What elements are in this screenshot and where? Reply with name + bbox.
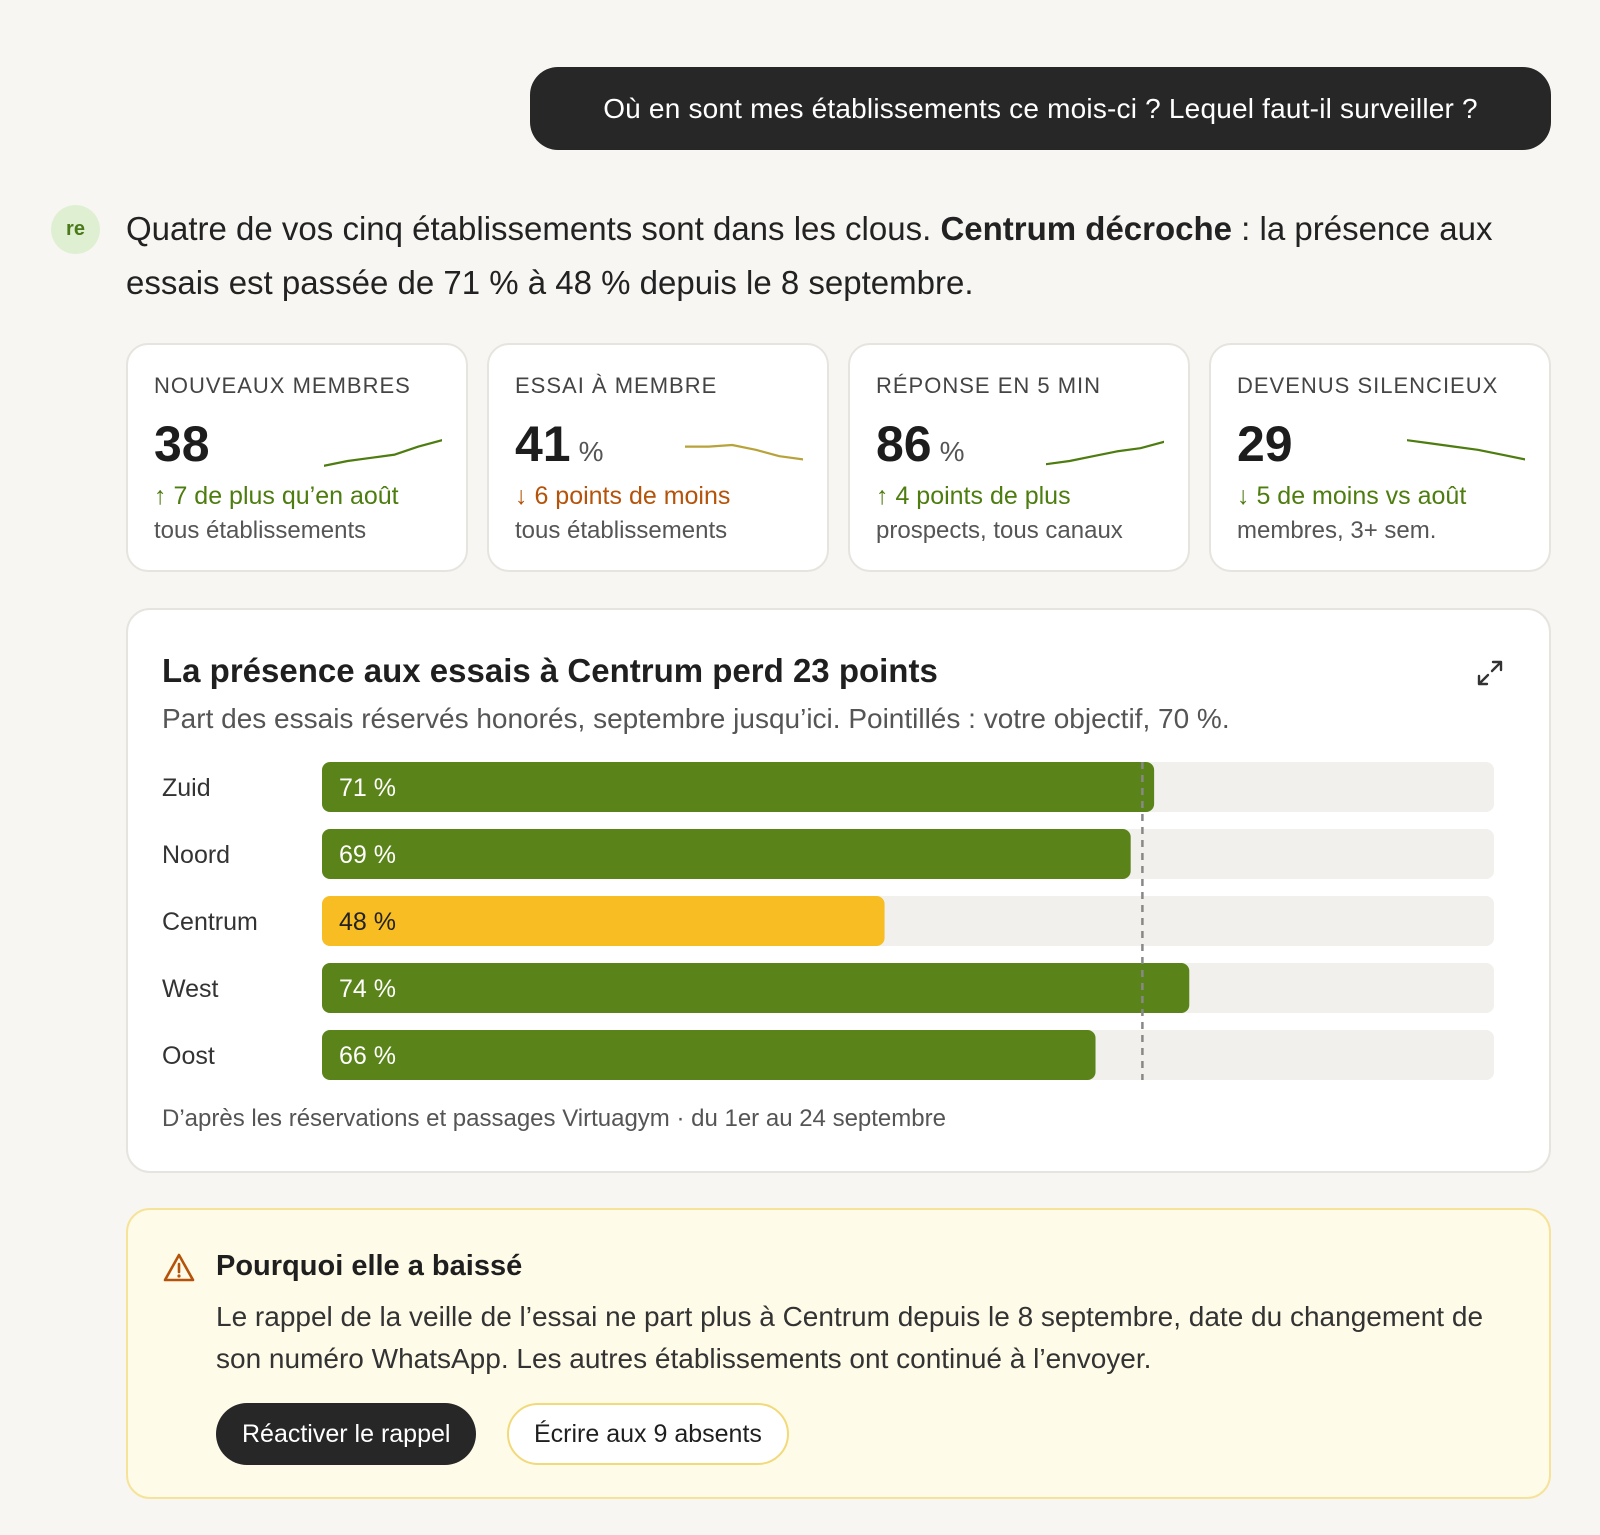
bar [322, 1030, 1096, 1080]
kpi-sub: tous établissements [515, 517, 728, 544]
kpi-label: RÉPONSE EN 5 MIN [876, 373, 1102, 398]
kpi-value: 29 [1237, 415, 1293, 473]
bar-category-label: West [162, 975, 219, 1003]
sparkline-path [685, 443, 803, 461]
assistant-avatar: re [51, 205, 100, 254]
kpi-delta: ↑ 4 points de plus [876, 482, 1071, 510]
kpi-value: 41% [515, 415, 604, 473]
expand-icon[interactable] [1475, 658, 1505, 688]
kpi-card-gone-silent: DEVENUS SILENCIEUX 29 ↓ 5 de moins vs ao… [1209, 343, 1551, 572]
sparkline [1407, 439, 1525, 461]
kpi-unit: % [939, 436, 965, 467]
bar-value-label: 71 % [339, 774, 396, 802]
kpi-delta: ↓ 6 points de moins [515, 482, 731, 510]
kpi-sub: membres, 3+ sem. [1237, 517, 1437, 544]
alert-title: Pourquoi elle a baissé [216, 1250, 523, 1282]
bar-category-label: Zuid [162, 774, 211, 802]
sparkline [324, 439, 442, 467]
kpi-label: ESSAI À MEMBRE [515, 373, 718, 398]
write-absentees-button[interactable]: Écrire aux 9 absents [507, 1403, 789, 1465]
bar [322, 829, 1131, 879]
kpi-value-number: 41 [515, 416, 571, 472]
sparkline-path [1046, 440, 1164, 466]
warning-icon [163, 1253, 195, 1282]
kpi-delta: ↑ 7 de plus qu’en août [154, 482, 399, 510]
kpi-sub: prospects, tous canaux [876, 517, 1123, 544]
assistant-intro: Quatre de vos cinq établissements sont d… [126, 202, 1566, 310]
bar-value-label: 66 % [339, 1042, 396, 1070]
kpi-value-number: 29 [1237, 416, 1293, 472]
bar-category-label: Oost [162, 1042, 215, 1070]
sparkline-path [324, 439, 442, 467]
chart-subtitle: Part des essais réservés honorés, septem… [162, 703, 1230, 734]
bar [322, 963, 1190, 1013]
bar [322, 896, 885, 946]
bar-value-label: 48 % [339, 908, 396, 936]
alert-text: Le rappel de la veille de l’essai ne par… [216, 1301, 1484, 1374]
bar [322, 762, 1155, 812]
bar-category-label: Noord [162, 841, 230, 869]
kpi-sub: tous établissements [154, 517, 367, 544]
chart-title: La présence aux essais à Centrum perd 23… [162, 652, 938, 689]
kpi-label: DEVENUS SILENCIEUX [1237, 373, 1499, 398]
bar-chart: Zuid 71 % Noord 69 % Centrum 48 % West 74 % Oost… [162, 762, 1494, 1080]
sparkline [685, 443, 803, 461]
sparkline-path [1407, 439, 1525, 461]
alert-panel: Pourquoi elle a baissé Le rappel de la v… [126, 1208, 1551, 1499]
bar-value-label: 74 % [339, 975, 396, 1003]
kpi-row: NOUVEAUX MEMBRES 38 ↑ 7 de plus qu’en ao… [126, 343, 1551, 572]
kpi-value: 86% [876, 415, 965, 473]
chart-footnote: D’après les réservations et passages Vir… [162, 1105, 946, 1132]
kpi-label: NOUVEAUX MEMBRES [154, 373, 411, 398]
kpi-delta: ↓ 5 de moins vs août [1237, 482, 1467, 510]
kpi-value-number: 86 [876, 416, 932, 472]
chart-card: La présence aux essais à Centrum perd 23… [126, 608, 1551, 1173]
intro-text-2: : la présence aux essais est passée de 7… [126, 210, 1493, 301]
kpi-card-new-members: NOUVEAUX MEMBRES 38 ↑ 7 de plus qu’en ao… [126, 343, 468, 572]
kpi-value-number: 38 [154, 416, 210, 472]
kpi-card-trial-to-member: ESSAI À MEMBRE 41% ↓ 6 points de moins t… [487, 343, 829, 572]
kpi-value: 38 [154, 415, 210, 473]
user-message-text: Où en sont mes établissements ce mois-ci… [603, 92, 1478, 124]
intro-bold: Centrum décroche [940, 210, 1233, 247]
sparkline [1046, 440, 1164, 466]
kpi-card-response-5min: RÉPONSE EN 5 MIN 86% ↑ 4 points de plus … [848, 343, 1190, 572]
kpi-unit: % [578, 436, 604, 467]
avatar-initials: re [66, 218, 85, 240]
intro-text-1: Quatre de vos cinq établissements sont d… [126, 210, 941, 247]
bar-value-label: 69 % [339, 841, 396, 869]
bar-category-label: Centrum [162, 908, 258, 936]
user-message-bubble: Où en sont mes établissements ce mois-ci… [530, 67, 1551, 150]
reactivate-reminder-button[interactable]: Réactiver le rappel [216, 1403, 477, 1465]
